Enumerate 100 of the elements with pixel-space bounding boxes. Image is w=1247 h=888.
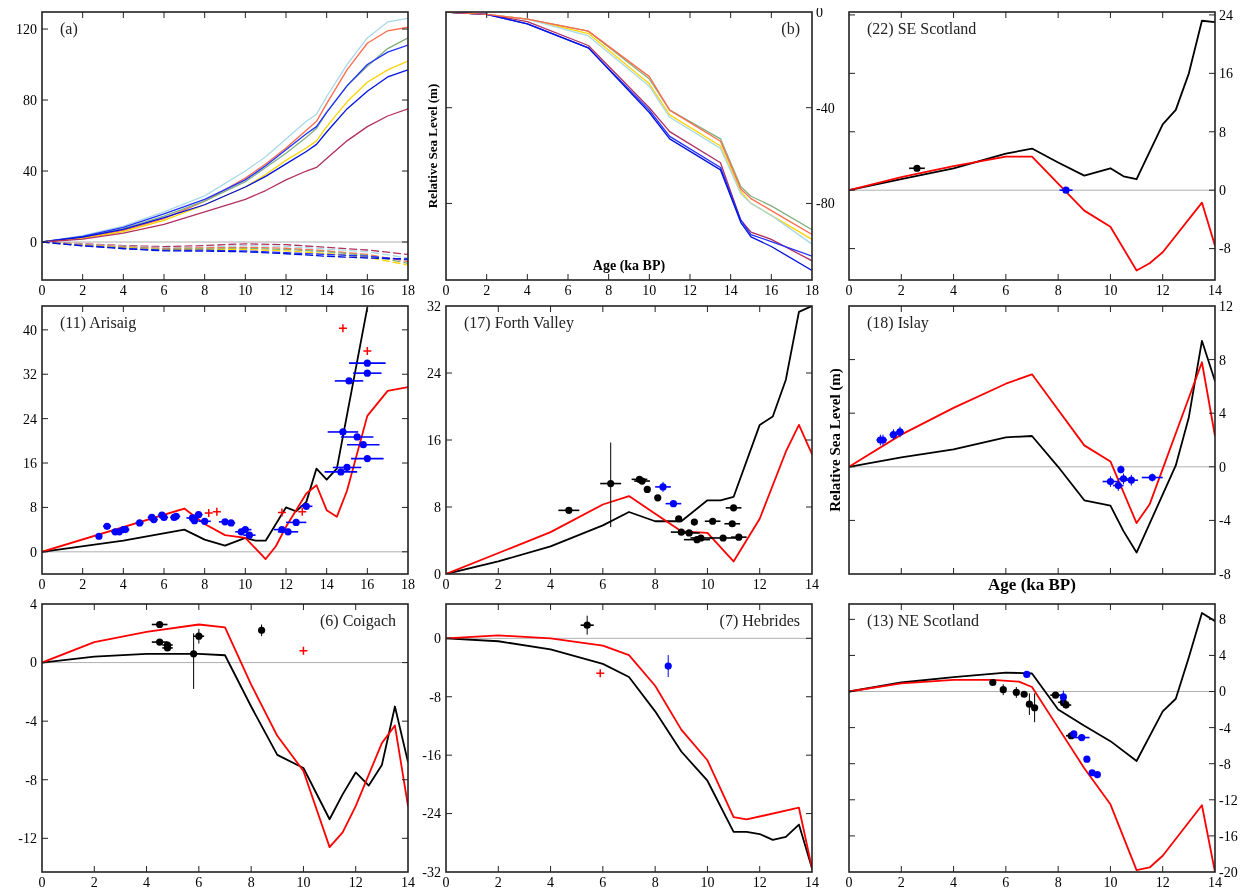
x-tick-label: 4 [547, 875, 555, 888]
x-tick-label: 12 [683, 283, 697, 298]
y2-tick-label: 0 [1219, 183, 1226, 199]
x-tick-label: 8 [201, 283, 209, 298]
y2-tick-label: 8 [1219, 124, 1226, 140]
x-tick-label: 16 [360, 283, 375, 298]
x-tick-label: 14 [319, 577, 334, 592]
y2-tick-label: 8 [1219, 612, 1226, 628]
y-tick-label: 16 [23, 455, 37, 471]
x-tick-label: 8 [605, 283, 613, 298]
x-tick-label: 2 [494, 875, 502, 888]
y2-tick-label: -8 [1219, 241, 1231, 257]
x-tick-label: 6 [195, 875, 203, 888]
y2-tick-label: 4 [1219, 406, 1226, 422]
y-tick-label: 24 [23, 411, 37, 427]
x-tick-label: 6 [564, 283, 572, 298]
x-tick-label: 18 [805, 283, 819, 298]
text: (17) Forth Valley [464, 314, 574, 332]
text: (11) Arisaig [60, 314, 137, 332]
x-tick-label: 14 [1208, 875, 1222, 888]
x-tick-label: 6 [160, 283, 168, 298]
y-tick-label: 16 [427, 432, 441, 448]
x-tick-label: 8 [651, 875, 659, 888]
x-axis-title: Age (ka BP) [988, 575, 1076, 594]
x-tick-label: 12 [348, 875, 363, 888]
text: (22) SE Scotland [867, 20, 977, 38]
x-tick-label: 10 [238, 577, 253, 592]
x-tick-label: 2 [897, 875, 905, 888]
x-tick-label: 16 [360, 577, 375, 592]
x-tick-label: 8 [1054, 875, 1062, 888]
y-tick-label: 120 [16, 21, 37, 37]
x-tick-label: 0 [442, 875, 450, 888]
text: (a) [60, 20, 78, 38]
y2-tick-label: 8 [1219, 352, 1226, 368]
y-tick-label: 0 [30, 234, 37, 250]
x-tick-label: 2 [483, 283, 491, 298]
x-tick-label: 6 [1002, 875, 1010, 888]
text: (18) Islay [867, 314, 929, 332]
x-tick-label: 4 [119, 577, 127, 592]
y2-tick-label: 24 [1219, 7, 1233, 23]
y2-tick-label: 0 [816, 4, 823, 20]
x-tick-label: 2 [90, 875, 98, 888]
x-tick-label: 8 [247, 875, 255, 888]
y-tick-label: 32 [23, 367, 37, 383]
y2-tick-label: 4 [1219, 648, 1226, 664]
x-tick-label: 8 [651, 577, 659, 592]
y-tick-label: -8 [25, 772, 37, 788]
y-tick-label: 8 [434, 499, 441, 515]
y-tick-label: 80 [23, 92, 37, 108]
x-tick-label: 12 [752, 577, 767, 592]
x-axis-title: Age (ka BP) [592, 258, 666, 274]
y-tick-label: -16 [422, 748, 441, 764]
y-tick-label: 0 [434, 631, 441, 647]
x-tick-label: 14 [805, 577, 819, 592]
x-tick-label: 14 [723, 283, 738, 298]
x-tick-label: 18 [401, 577, 415, 592]
x-tick-label: 10 [642, 283, 657, 298]
y2-tick-label: 12 [1219, 298, 1233, 314]
x-tick-label: 2 [79, 577, 87, 592]
x-tick-label: 10 [700, 875, 715, 888]
x-tick-label: 14 [401, 875, 415, 888]
x-tick-label: 2 [494, 577, 502, 592]
x-tick-label: 10 [1103, 875, 1118, 888]
y2-tick-label: -16 [1219, 828, 1238, 844]
y2-tick-label: 0 [1219, 684, 1226, 700]
x-tick-label: 4 [547, 577, 555, 592]
x-tick-label: 6 [599, 875, 607, 888]
y-tick-label: 0 [30, 655, 37, 671]
y-axis-title: Relative Sea Level (m) [425, 83, 440, 209]
x-tick-label: 4 [950, 875, 958, 888]
y-tick-label: 32 [427, 298, 441, 314]
text: (7) Hebrides [719, 612, 800, 630]
x-tick-label: 4 [523, 283, 531, 298]
x-tick-label: 0 [845, 283, 853, 298]
y2-tick-label: -4 [1219, 513, 1231, 529]
y2-tick-label: 16 [1219, 66, 1233, 82]
y2-tick-label: -8 [1219, 756, 1231, 772]
x-tick-label: 10 [700, 577, 715, 592]
y-tick-label: 4 [30, 596, 37, 612]
y-tick-label: -32 [422, 864, 441, 880]
x-tick-label: 10 [296, 875, 311, 888]
text: (b) [781, 20, 800, 38]
x-tick-label: 14 [805, 875, 819, 888]
x-tick-label: 4 [950, 283, 958, 298]
x-tick-label: 12 [1155, 283, 1170, 298]
x-tick-label: 2 [79, 283, 87, 298]
x-tick-label: 14 [319, 283, 334, 298]
y-tick-label: -12 [18, 831, 37, 847]
x-tick-label: 12 [752, 875, 767, 888]
y-tick-label: 0 [30, 544, 37, 560]
y-axis-title: Relative Sea Level (m) [827, 368, 844, 512]
x-tick-label: 6 [160, 577, 168, 592]
x-tick-label: 6 [1002, 283, 1010, 298]
x-tick-label: 12 [1155, 875, 1170, 888]
y-tick-label: -8 [429, 689, 441, 705]
x-tick-label: 4 [119, 283, 127, 298]
x-tick-label: 16 [764, 283, 779, 298]
y-tick-label: 40 [23, 163, 37, 179]
x-tick-label: 8 [201, 577, 209, 592]
y2-tick-label: -20 [1219, 864, 1238, 880]
